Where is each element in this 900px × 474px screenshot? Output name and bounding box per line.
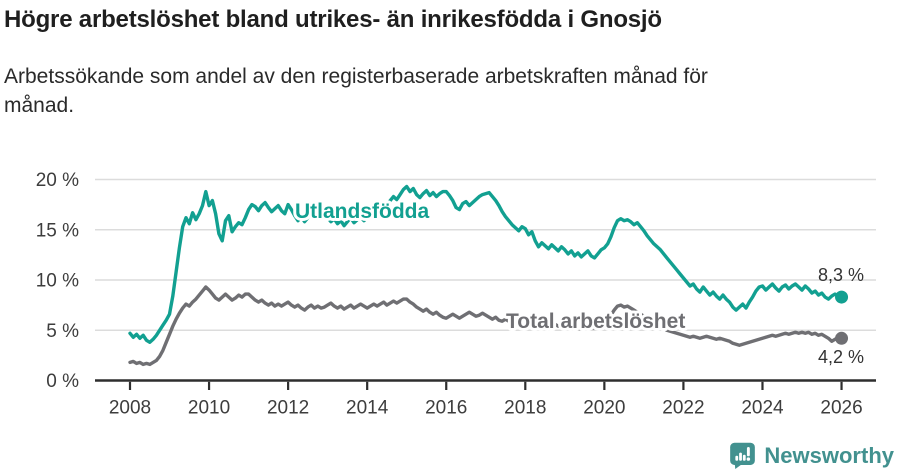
chart-subtitle: Arbetssökande som andel av den registerb… (4, 62, 864, 120)
end-value-label-utlandsfodda: 8,3 % (818, 265, 864, 285)
series-end-dot-utlandsfodda (835, 290, 849, 304)
page-title: Högre arbetslöshet bland utrikes- än inr… (4, 6, 662, 33)
x-axis-tick-label: 2016 (425, 398, 467, 419)
y-axis-tick-label: 10 % (36, 271, 79, 292)
subtitle-line-2: månad. (4, 94, 75, 117)
series-label-utlandsfodda: Utlandsfödda (295, 200, 429, 223)
newsworthy-wordmark: Newsworthy (764, 442, 894, 468)
x-axis-tick-label: 2012 (267, 398, 309, 419)
x-axis-tick-label: 2018 (504, 398, 546, 419)
y-axis-tick-label: 20 % (36, 170, 79, 191)
series-line-utlandsfodda (128, 184, 844, 344)
x-axis-tick-label: 2008 (109, 398, 151, 419)
x-axis-tick-label: 2014 (346, 398, 389, 419)
x-axis-tick-label: 2026 (820, 398, 862, 419)
y-axis-tick-label: 15 % (36, 220, 79, 241)
newsworthy-logo-icon (730, 442, 756, 469)
x-axis-tick-label: 2024 (741, 398, 784, 419)
series-end-dot-total (835, 331, 849, 345)
x-axis-tick-label: 2010 (188, 398, 230, 419)
series-line-total (128, 285, 844, 367)
footer-brand[interactable]: Newsworthy (729, 442, 894, 469)
x-axis-tick-label: 2020 (583, 398, 625, 419)
end-value-label-total: 4,2 % (818, 347, 864, 367)
x-axis-tick-label: 2022 (662, 398, 704, 419)
subtitle-line-1: Arbetssökande som andel av den registerb… (4, 65, 708, 88)
series-label-total: Total arbetslöshet (506, 310, 685, 333)
y-axis-tick-label: 5 % (46, 321, 79, 342)
y-axis-tick-label: 0 % (46, 371, 79, 392)
